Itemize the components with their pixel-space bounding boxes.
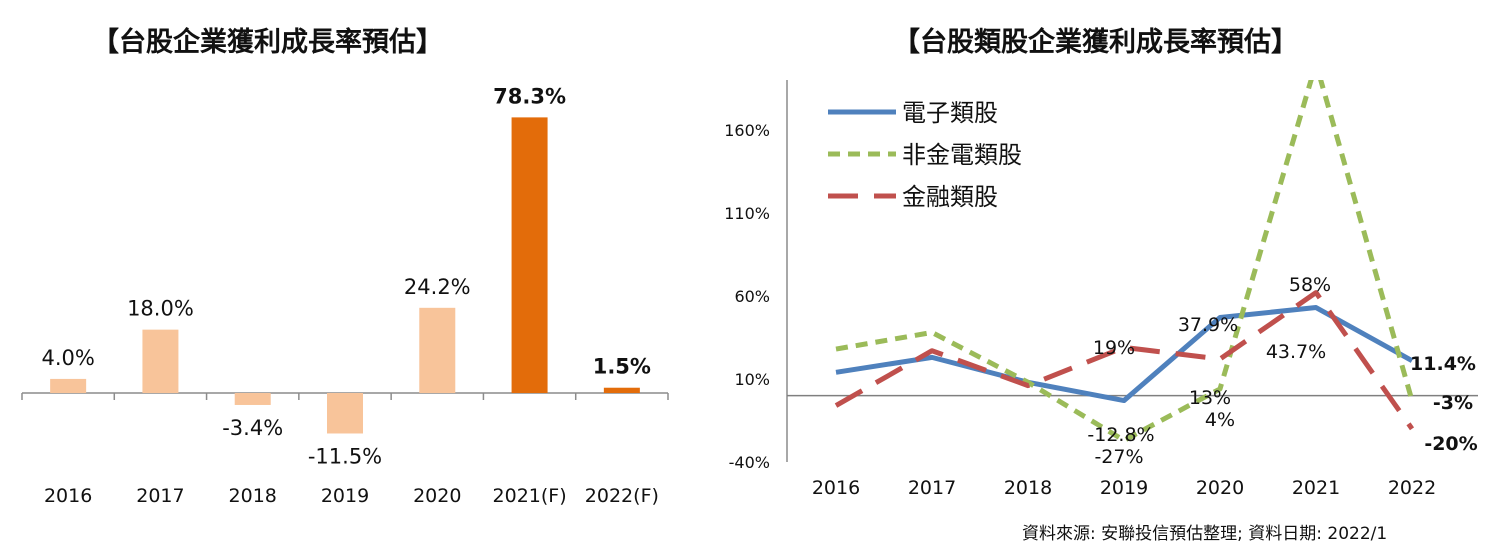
line-annotation: 19% [1093, 337, 1135, 359]
legend-label: 非金電類股 [902, 141, 1022, 169]
legend-label: 金融類股 [902, 183, 998, 211]
line-x-tick-label: 2020 [1196, 477, 1244, 499]
bar-value-label: 24.2% [404, 275, 471, 299]
bar-category-label: 2022(F) [585, 485, 659, 507]
bar [234, 393, 271, 405]
line-annotation: 4% [1205, 409, 1235, 431]
line-annotation: -20% [1424, 433, 1477, 455]
bar-chart-title: 【台股企業獲利成長率預估】 [92, 27, 443, 58]
legend-label: 電子類股 [902, 99, 998, 127]
bar-category-label: 2016 [44, 485, 92, 507]
line-annotation: -3% [1433, 392, 1473, 414]
bar [603, 387, 640, 393]
bar-value-label: -11.5% [308, 444, 382, 468]
bar-category-label: 2017 [136, 485, 184, 507]
bar [419, 307, 456, 393]
line-x-tick-label: 2019 [1100, 477, 1148, 499]
line-y-tick-label: 160% [724, 121, 770, 140]
series-line-1 [835, 305, 1414, 404]
line-annotation: 11.4% [1410, 353, 1476, 375]
line-annotation: 37.9% [1178, 314, 1238, 336]
bar [50, 378, 87, 393]
line-x-tick-label: 2017 [908, 477, 956, 499]
line-annotation: 43.7% [1266, 341, 1326, 363]
bar-value-label: 78.3% [493, 84, 566, 108]
line-chart-title: 【台股類股企業獲利成長率預估】 [893, 27, 1298, 58]
line-x-tick-label: 2016 [812, 477, 860, 499]
line-annotation: 58% [1289, 274, 1331, 296]
line-x-tick-label: 2018 [1004, 477, 1052, 499]
line-x-tick-label: 2022 [1388, 477, 1436, 499]
bar-value-label: 1.5% [593, 355, 651, 379]
bar-category-label: 2020 [413, 485, 461, 507]
bar-category-label: 2019 [321, 485, 369, 507]
series-line-3 [834, 290, 1415, 431]
line-y-tick-label: 10% [734, 370, 770, 389]
bar [327, 393, 363, 434]
line-y-tick-label: 110% [724, 204, 770, 223]
bar [511, 117, 548, 393]
line-x-tick-label: 2021 [1292, 477, 1340, 499]
bar-value-label: 18.0% [127, 297, 194, 321]
bar-value-label: 4.0% [41, 346, 94, 370]
line-y-tick-label: 60% [734, 287, 770, 306]
line-y-tick-label: -40% [729, 453, 770, 472]
bar-category-label: 2018 [229, 485, 277, 507]
bar [142, 329, 179, 393]
line-annotation: -27% [1094, 446, 1143, 468]
bar-category-label: 2021(F) [493, 485, 567, 507]
source-note: 資料來源: 安聯投信預估整理; 資料日期: 2022/1 [1022, 524, 1388, 544]
bar-value-label: -3.4% [222, 416, 283, 440]
line-annotation: 13% [1189, 387, 1231, 409]
line-annotation: -12.8% [1087, 424, 1154, 446]
